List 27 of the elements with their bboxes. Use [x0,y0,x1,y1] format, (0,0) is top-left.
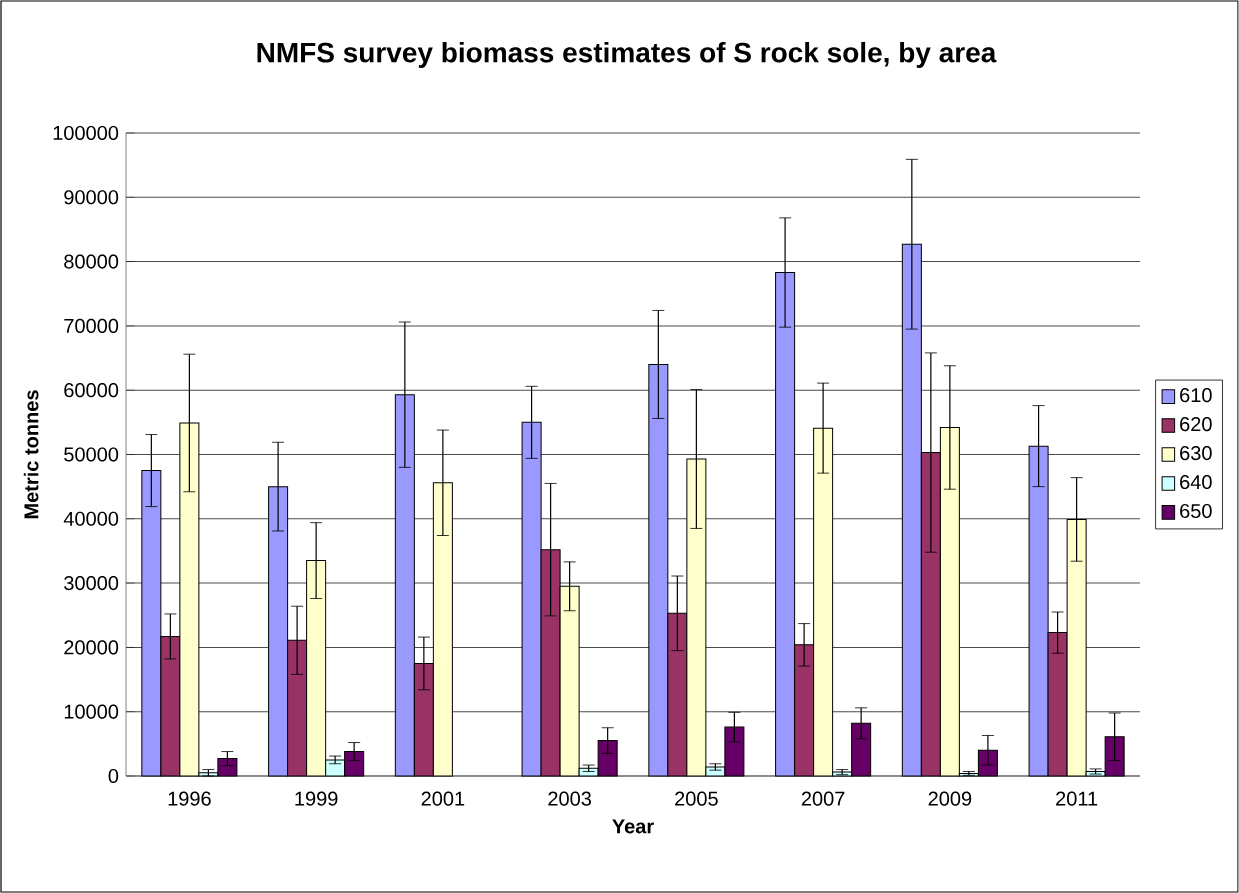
y-tick-label: 70000 [64,318,119,333]
legend-label: 630 [1180,446,1212,461]
y-tick-label: 60000 [64,383,119,398]
y-axis-title: Metric tonnes [23,390,39,519]
x-tick-label: 2011 [1056,791,1098,806]
y-tick-label: 20000 [64,640,119,655]
x-tick-label: 2005 [675,791,718,806]
legend-label: 640 [1180,474,1212,490]
x-tick-label: 2001 [421,791,465,806]
x-tick-label: 2003 [548,791,591,806]
chart-title: NMFS survey biomass estimates of S rock sole, by area [257,41,997,69]
x-axis-title: Year [612,819,654,834]
legend-label: 620 [1180,417,1212,432]
y-tick-label: 30000 [64,576,119,591]
y-tick-label: 40000 [63,511,119,526]
legend-label: 610 [1180,388,1212,403]
x-tick-label: 2007 [801,791,845,806]
y-tick-label: 0 [108,768,119,784]
y-tick-label: 80000 [64,254,119,269]
legend-label: 650 [1180,503,1212,519]
x-tick-label: 1999 [295,791,338,806]
y-tick-label: 50000 [64,447,119,462]
y-tick-label: 90000 [64,190,119,205]
x-tick-label: 1996 [168,791,211,806]
y-tick-label: 100000 [53,125,119,141]
y-tick-label: 10000 [64,704,119,719]
x-tick-label: 2009 [928,791,972,806]
